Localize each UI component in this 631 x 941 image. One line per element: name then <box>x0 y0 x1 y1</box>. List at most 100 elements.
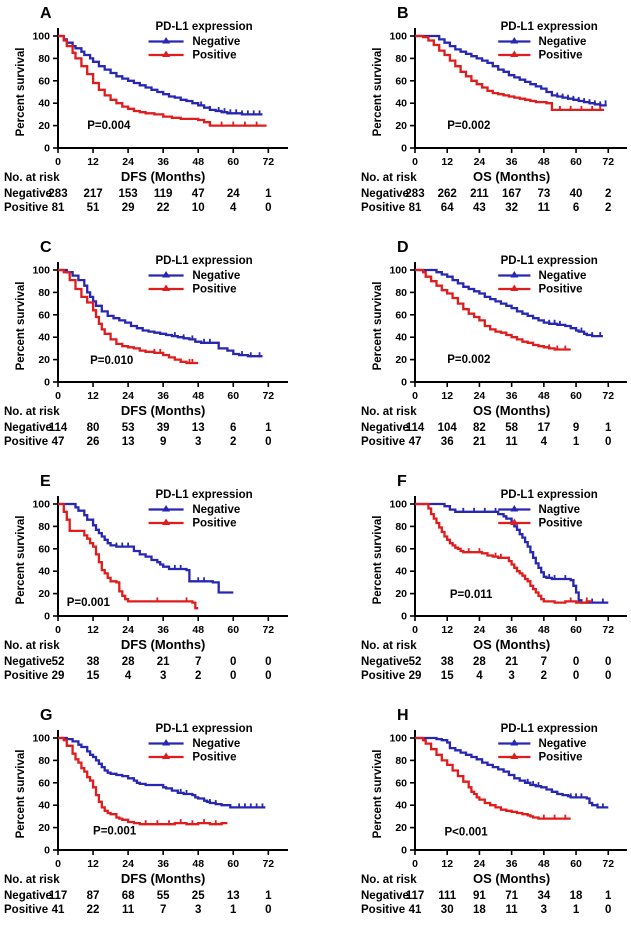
x-tick-label: 60 <box>570 390 582 402</box>
risk-count: 0 <box>230 670 236 682</box>
x-tick-label: 60 <box>570 858 582 870</box>
risk-count: 0 <box>265 436 271 448</box>
risk-count: 34 <box>537 890 550 902</box>
y-tick-label: 0 <box>401 611 407 623</box>
risk-row-label-negative: Negative <box>361 890 409 902</box>
p-value-label: P<0.001 <box>445 826 489 838</box>
km-curve-positive <box>58 34 267 127</box>
legend-label-negative: Negative <box>192 36 240 48</box>
y-axis-label: Percent survival <box>15 282 27 371</box>
risk-row-label-negative: Negative <box>4 422 52 434</box>
risk-count: 30 <box>441 904 454 916</box>
panel-letter: C <box>40 239 52 256</box>
risk-count: 43 <box>473 202 486 214</box>
p-value-label: P=0.004 <box>87 120 131 132</box>
risk-count: 0 <box>265 202 271 214</box>
risk-count: 47 <box>192 188 205 200</box>
no-at-risk-label: No. at risk <box>4 172 60 184</box>
x-tick-label: 24 <box>122 390 134 402</box>
y-tick-label: 60 <box>38 777 50 789</box>
risk-count: 36 <box>441 436 454 448</box>
x-tick-label: 24 <box>474 624 486 636</box>
y-tick-label: 60 <box>395 309 407 321</box>
y-tick-label: 20 <box>395 588 407 600</box>
legend-label-negative: Negative <box>192 504 240 516</box>
y-axis-label: Percent survival <box>15 516 27 605</box>
legend-tick-marker <box>162 271 171 278</box>
risk-row-label-negative: Negative <box>361 422 409 434</box>
risk-count: 117 <box>49 890 68 902</box>
x-tick-label: 0 <box>55 858 61 870</box>
x-tick-label: 24 <box>122 624 134 636</box>
x-tick-label: 72 <box>602 858 614 870</box>
y-axis-label: Percent survival <box>372 516 384 605</box>
risk-count: 283 <box>48 188 67 200</box>
y-tick-label: 60 <box>38 543 50 555</box>
x-tick-label: 12 <box>441 390 453 402</box>
risk-count: 68 <box>122 890 135 902</box>
y-tick-label: 100 <box>32 31 50 43</box>
x-axis-label: DFS (Months) <box>121 403 205 418</box>
y-tick-label: 20 <box>395 120 407 132</box>
no-at-risk-label: No. at risk <box>361 172 417 184</box>
legend-title: PD-L1 expression <box>155 255 252 267</box>
risk-count: 41 <box>52 904 65 916</box>
y-tick-label: 100 <box>389 733 407 745</box>
risk-count: 3 <box>195 436 201 448</box>
y-tick-label: 40 <box>395 332 407 344</box>
p-value-label: P=0.002 <box>447 354 490 366</box>
risk-count: 0 <box>573 656 579 668</box>
y-tick-label: 0 <box>401 377 407 389</box>
legend-title: PD-L1 expression <box>501 489 598 501</box>
risk-count: 13 <box>192 422 205 434</box>
risk-count: 2 <box>230 436 236 448</box>
risk-count: 0 <box>605 670 611 682</box>
legend-tick-marker <box>510 271 519 278</box>
risk-count: 25 <box>192 890 205 902</box>
x-axis-label: OS (Months) <box>473 871 550 886</box>
x-tick-label: 48 <box>192 858 204 870</box>
y-tick-label: 60 <box>395 75 407 87</box>
y-tick-label: 80 <box>38 755 50 767</box>
x-tick-label: 36 <box>506 624 518 636</box>
panel-B: B 0 20 40 60 80 100 0 12 24 36 48 60 72 Percent surviv… <box>315 0 631 234</box>
x-tick-label: 60 <box>227 624 239 636</box>
y-axis-label: Percent survival <box>372 750 384 839</box>
x-tick-label: 36 <box>506 390 518 402</box>
y-tick-label: 80 <box>395 521 407 533</box>
km-curve-negative <box>58 736 266 809</box>
legend-tick-marker <box>510 50 519 57</box>
km-curve-negative <box>415 502 609 604</box>
km-curve-positive <box>415 502 593 604</box>
p-value-label: P=0.011 <box>450 589 493 601</box>
x-tick-label: 12 <box>87 156 99 168</box>
risk-count: 7 <box>160 904 166 916</box>
x-tick-label: 48 <box>538 390 550 402</box>
x-tick-label: 60 <box>227 390 239 402</box>
y-tick-label: 0 <box>401 845 407 857</box>
risk-count: 71 <box>505 890 518 902</box>
y-tick-label: 100 <box>32 265 50 277</box>
y-tick-label: 100 <box>389 265 407 277</box>
y-tick-label: 80 <box>38 53 50 65</box>
y-tick-label: 40 <box>395 566 407 578</box>
y-tick-label: 0 <box>401 143 407 155</box>
risk-count: 82 <box>473 422 486 434</box>
legend-label-positive: Positive <box>192 518 236 530</box>
x-tick-label: 0 <box>412 858 418 870</box>
legend-tick-marker <box>162 37 171 44</box>
risk-count: 1 <box>265 890 272 902</box>
risk-count: 3 <box>160 670 166 682</box>
p-value-label: P=0.010 <box>90 355 133 367</box>
risk-count: 4 <box>230 202 237 214</box>
risk-row-label-positive: Positive <box>361 670 405 682</box>
risk-row-label-negative: Negative <box>4 188 52 200</box>
risk-count: 2 <box>541 670 547 682</box>
y-tick-label: 20 <box>38 588 50 600</box>
y-tick-label: 40 <box>38 332 50 344</box>
risk-row-label-positive: Positive <box>4 202 48 214</box>
risk-count: 7 <box>541 656 547 668</box>
